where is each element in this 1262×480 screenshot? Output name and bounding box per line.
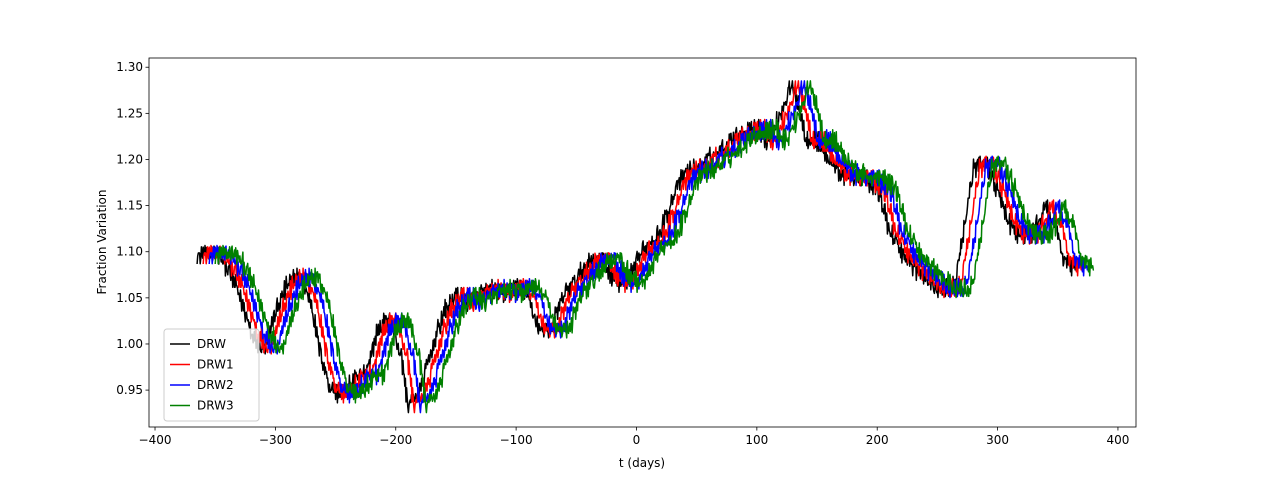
legend-label-drw3: DRW3 [197, 399, 234, 413]
x-axis: −400 −300 −200 −100 0 100 200 300 400 [139, 427, 1129, 447]
x-tick-label: 0 [633, 433, 641, 447]
legend-label-drw1: DRW1 [197, 358, 234, 372]
x-tick-label: 300 [986, 433, 1009, 447]
y-axis-label: Fraction Variation [95, 190, 109, 295]
x-tick-label: −100 [500, 433, 533, 447]
x-tick-label: 200 [866, 433, 889, 447]
y-tick-label: 1.15 [116, 199, 143, 213]
x-tick-label: 400 [1106, 433, 1129, 447]
y-tick-label: 1.30 [116, 60, 143, 74]
plot-frame [148, 57, 1137, 428]
x-axis-label: t (days) [619, 456, 665, 470]
x-tick-label: −400 [139, 433, 172, 447]
series-line-drw3 [214, 80, 1095, 414]
legend: DRW DRW1 DRW2 DRW3 [163, 328, 260, 422]
y-axis: 0.95 1.00 1.05 1.10 1.15 1.20 1.25 1.30 [116, 60, 149, 397]
y-tick-label: 1.00 [116, 337, 143, 351]
y-tick-label: 1.10 [116, 245, 143, 259]
legend-label-drw2: DRW2 [197, 378, 234, 392]
x-tick-label: −300 [259, 433, 292, 447]
y-tick-label: 1.20 [116, 152, 143, 166]
y-tick-label: 1.25 [116, 106, 143, 120]
y-tick-label: 1.05 [116, 291, 143, 305]
x-tick-label: −200 [379, 433, 412, 447]
x-tick-label: 100 [745, 433, 768, 447]
y-tick-label: 0.95 [116, 383, 143, 397]
series-layer [196, 80, 1095, 414]
legend-box [163, 328, 260, 422]
legend-label-drw: DRW [197, 337, 226, 351]
